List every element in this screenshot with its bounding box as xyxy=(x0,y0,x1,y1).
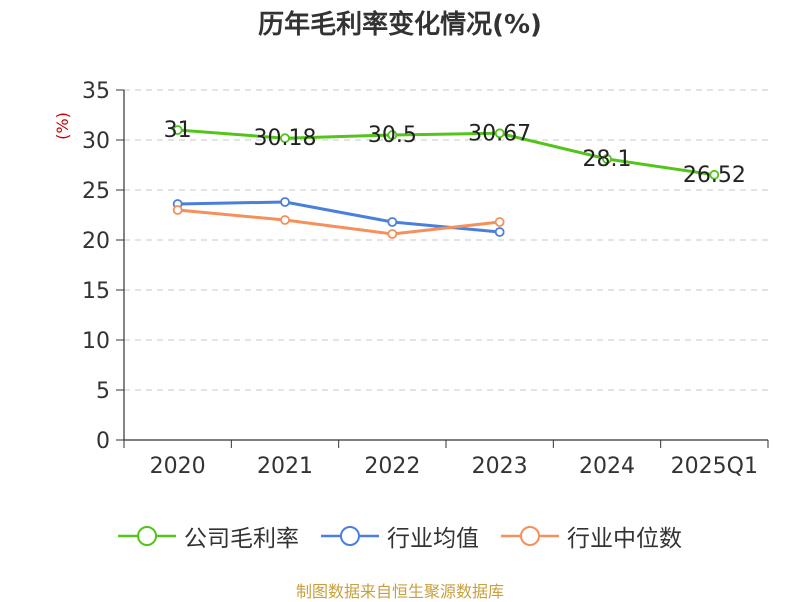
data-point xyxy=(494,217,505,227)
data-point xyxy=(280,133,290,144)
data-label: 30.5 xyxy=(368,123,417,148)
x-tick-label: 2022 xyxy=(364,454,420,479)
x-tick-label: 2021 xyxy=(257,454,313,479)
legend-label: 公司毛利率 xyxy=(184,526,299,552)
data-point xyxy=(172,205,183,215)
y-axis-label: (%) xyxy=(53,112,72,140)
y-tick-label: 0 xyxy=(96,429,110,454)
legend-swatch xyxy=(501,526,559,546)
series-line-0 xyxy=(177,128,715,177)
data-point xyxy=(602,154,612,164)
x-tick-label: 2024 xyxy=(579,454,635,479)
legend-swatch xyxy=(321,526,379,546)
x-tick-label: 2025Q1 xyxy=(671,454,758,479)
legend-item[interactable]: 行业中位数 xyxy=(501,519,682,553)
data-point xyxy=(280,197,290,207)
data-point xyxy=(387,130,398,140)
y-tick-label: 25 xyxy=(82,179,110,204)
legend-label: 行业均值 xyxy=(387,526,479,552)
data-label: 26.52 xyxy=(683,163,746,188)
source-note: 制图数据来自恒生聚源数据库 xyxy=(295,582,504,601)
data-point xyxy=(494,227,505,237)
legend-swatch xyxy=(118,526,176,546)
data-point xyxy=(280,215,290,225)
y-tick-label: 10 xyxy=(82,329,110,354)
data-label: 30.67 xyxy=(468,121,531,146)
data-point xyxy=(494,128,505,139)
data-point xyxy=(387,217,398,227)
legend: 公司毛利率 行业均值 行业中位数 xyxy=(0,519,800,553)
chart-title: 历年毛利率变化情况(%) xyxy=(258,10,542,40)
x-tick-label: 2020 xyxy=(150,454,206,479)
grid-lines xyxy=(124,89,768,391)
y-tick-label: 15 xyxy=(82,279,110,304)
axes: 0 5 10 15 20 25 30 35 2020 2021 2022 2023 2024 2025Q1 xyxy=(82,79,769,479)
data-point xyxy=(387,229,398,239)
x-tick-label: 2023 xyxy=(472,454,528,479)
data-label: 30.18 xyxy=(254,126,317,151)
y-tick-label: 30 xyxy=(82,129,110,154)
legend-item[interactable]: 公司毛利率 xyxy=(118,519,299,553)
y-tick-label: 20 xyxy=(82,229,110,254)
y-tick-label: 5 xyxy=(96,379,110,404)
legend-label: 行业中位数 xyxy=(567,526,682,552)
series-line-2 xyxy=(177,208,500,236)
y-tick-label: 35 xyxy=(82,79,110,104)
data-label: 28.1 xyxy=(583,147,632,172)
data-label: 31 xyxy=(164,118,192,143)
legend-item[interactable]: 行业均值 xyxy=(321,519,479,553)
data-labels: 31 30.18 30.5 30.67 28.1 26.52 xyxy=(164,118,746,188)
data-point xyxy=(709,169,720,180)
series xyxy=(172,125,720,239)
data-point xyxy=(172,125,183,135)
